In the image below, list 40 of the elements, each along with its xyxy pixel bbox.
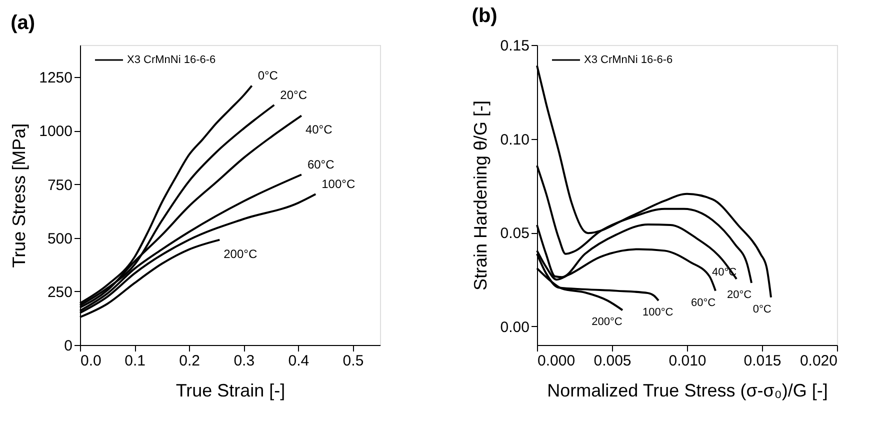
series-label: 100°C (642, 306, 674, 319)
x-axis-title: Normalized True Stress (σ-σ₀)/G [-] (547, 380, 828, 400)
x-axis-title: True Strain [-] (176, 380, 286, 400)
series-label: 0°C (752, 303, 772, 316)
x-tick-label: 0.0 (80, 352, 102, 370)
x-tick-label: 0.005 (594, 352, 632, 370)
series-label: 20°C (280, 88, 308, 102)
legend-title: X3 CrMnNi 16-6-6 (584, 54, 673, 66)
x-tick-label: 0.4 (288, 352, 310, 370)
x-tick-label: 0.020 (800, 352, 838, 370)
y-tick-label: 1000 (39, 123, 72, 140)
y-tick-label: 0 (64, 338, 72, 354)
y-axis-title: True Stress [MPa] (9, 123, 30, 268)
x-tick-label: 0.2 (179, 352, 200, 370)
x-tick-label: 0.1 (124, 352, 146, 370)
series-label: 100°C (322, 177, 356, 192)
chart-title: (a) (10, 12, 36, 34)
y-tick-label: 0.10 (500, 131, 530, 148)
x-tick-label: 0.010 (668, 352, 706, 370)
series-label: 60°C (307, 158, 335, 172)
x-tick-label: 0.3 (234, 352, 255, 370)
x-tick-label: 0.015 (744, 352, 782, 370)
series-label: 200°C (224, 246, 258, 261)
series-label: 20°C (726, 288, 752, 301)
y-tick-label: 0.05 (500, 225, 530, 242)
y-tick-label: 1250 (39, 70, 72, 87)
x-tick-label: 0.000 (538, 352, 576, 370)
y-tick-label: 250 (47, 284, 72, 301)
y-tick-label: 0.15 (500, 38, 530, 54)
y-tick-label: 500 (47, 230, 72, 248)
series-label: 60°C (690, 296, 716, 309)
legend-title: X3 CrMnNi 16-6-6 (127, 54, 216, 66)
series-label: 200°C (592, 316, 622, 328)
series-label: 0°C (258, 68, 278, 83)
series-label: 40°C (305, 122, 333, 137)
x-tick-label: 0.5 (342, 352, 364, 370)
y-axis-title: Strain Hardening θ/G [-] (470, 100, 490, 291)
y-tick-label: 0.00 (500, 318, 530, 336)
y-tick-label: 750 (47, 176, 72, 194)
chart-title: (b) (472, 5, 498, 27)
